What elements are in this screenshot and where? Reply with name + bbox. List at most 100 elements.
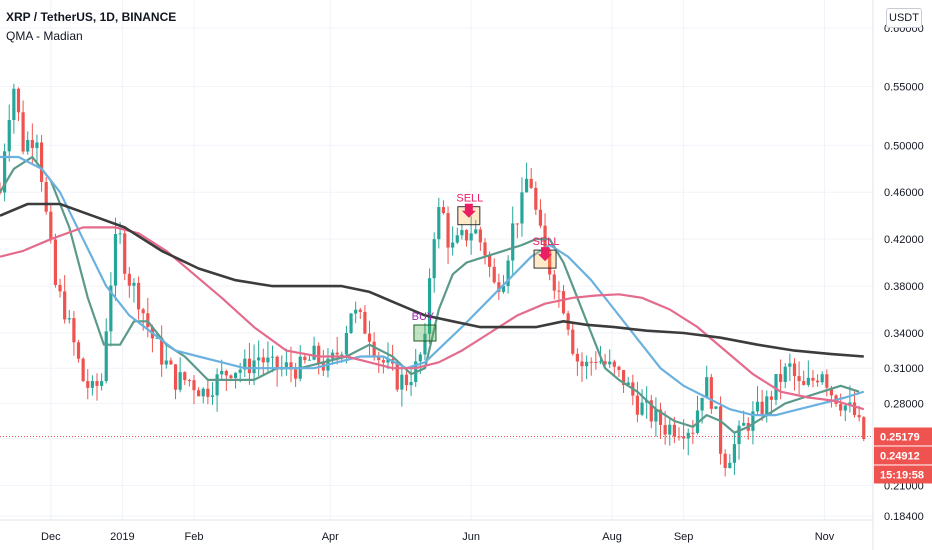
candle: [755, 386, 760, 416]
symbol-title: XRP / TetherUS, 1D, BINANCE: [6, 10, 177, 24]
candle-body: [12, 88, 16, 121]
y-tick-label: 0.55000: [884, 82, 924, 94]
candle-body: [247, 358, 252, 374]
candle: [123, 227, 127, 281]
candle-body: [275, 356, 279, 370]
currency-button[interactable]: USDT: [886, 8, 922, 28]
candle-body: [585, 361, 589, 367]
candle-body: [367, 333, 372, 342]
candle-body: [63, 291, 67, 320]
candle: [90, 375, 94, 396]
candle-body: [164, 360, 168, 365]
candle-body: [377, 355, 381, 361]
candle-body: [21, 112, 25, 152]
candle: [257, 340, 261, 376]
candle: [197, 387, 201, 397]
candle: [16, 87, 21, 122]
candle-body: [626, 382, 630, 385]
candle: [792, 358, 797, 391]
candle: [192, 374, 196, 405]
candle-body: [81, 358, 85, 382]
candle: [441, 200, 446, 215]
candle: [127, 266, 131, 298]
candle-body: [141, 309, 145, 314]
candle: [266, 341, 270, 372]
y-tick-label: 0.34000: [884, 328, 924, 340]
x-tick-label: Feb: [185, 531, 204, 543]
candle: [506, 255, 510, 294]
candle-body: [862, 417, 866, 439]
candle: [783, 363, 787, 389]
x-axis-ticks: Dec 2019 Feb Apr Jun Aug Sep Nov: [41, 531, 835, 543]
candle-body: [635, 395, 640, 415]
candle-body: [67, 318, 71, 320]
candle-body: [16, 88, 21, 113]
candle-body: [779, 374, 783, 382]
y-tick-label: 0.42000: [884, 234, 924, 246]
candle: [289, 346, 293, 383]
candle: [53, 233, 58, 288]
y-tick-label: 0.31000: [884, 363, 924, 375]
candle-body: [839, 403, 843, 411]
price-tag-text: 15:19:58: [880, 469, 924, 481]
buy-signal: BUY: [412, 311, 437, 342]
candle-body: [524, 178, 529, 193]
candle-body: [118, 233, 122, 235]
candle-body: [363, 311, 367, 334]
candle-body: [100, 381, 104, 386]
candle-body: [820, 374, 824, 383]
candle: [640, 389, 644, 417]
candle-body: [187, 380, 191, 382]
candle: [732, 431, 737, 476]
candle-body: [598, 361, 603, 363]
candle-body: [312, 345, 316, 360]
candle: [39, 135, 44, 192]
candle-body: [649, 400, 653, 422]
candle-body: [557, 290, 561, 292]
candle: [455, 227, 459, 245]
candle-body: [700, 397, 704, 411]
price-tag-bg: [874, 446, 932, 465]
price-tag-bg: [874, 465, 932, 484]
candle: [483, 238, 487, 265]
candle: [825, 369, 829, 397]
candle-body: [589, 361, 593, 363]
candle-body: [709, 377, 713, 409]
candle-body: [663, 424, 667, 435]
candle-body: [520, 192, 524, 224]
candle: [589, 357, 593, 376]
candle: [515, 223, 519, 239]
candle-body: [386, 359, 390, 363]
candle-body: [621, 369, 626, 385]
sell-label: SELL: [456, 193, 483, 205]
candle: [358, 307, 362, 320]
candle-body: [53, 239, 58, 285]
candle: [427, 268, 432, 344]
candle: [446, 206, 450, 264]
candle: [663, 410, 667, 445]
candle: [464, 229, 469, 247]
candle-body: [483, 242, 487, 256]
candle: [820, 371, 824, 385]
candle-body: [441, 207, 446, 214]
candle-body: [672, 424, 676, 437]
candle: [451, 226, 455, 256]
candle: [580, 352, 584, 382]
y-tick-label: 0.18400: [884, 511, 924, 523]
candle-body: [136, 282, 141, 310]
candle-body: [132, 282, 136, 286]
sell-label: SELL: [533, 236, 560, 248]
candle-body: [751, 411, 755, 431]
candle-body: [340, 354, 344, 356]
candle: [492, 258, 496, 284]
candle-body: [303, 356, 307, 361]
candle: [3, 143, 7, 202]
candle-body: [252, 360, 256, 374]
candle: [686, 428, 690, 456]
candle-body: [511, 223, 515, 261]
candle: [49, 203, 53, 244]
candle-body: [506, 260, 510, 286]
candle-body: [220, 370, 224, 375]
candle-body: [266, 357, 270, 363]
